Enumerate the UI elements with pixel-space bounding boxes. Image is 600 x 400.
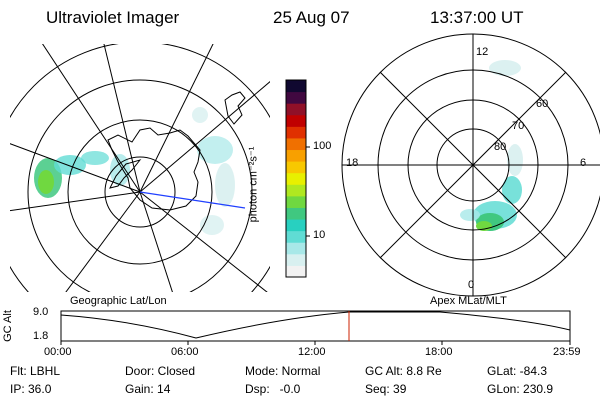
info-seq: Seq: 39 [365, 382, 407, 396]
altitude-curve [60, 311, 571, 339]
colorbar-cell [286, 137, 306, 151]
info-mode: Mode: Normal [245, 364, 321, 378]
colorbar [285, 79, 310, 278]
info-dsp: Dsp: -0.0 [245, 382, 301, 396]
colorbar-cell [286, 184, 306, 197]
magnetic-polar-map [341, 33, 600, 297]
colorbar-cell [286, 126, 306, 139]
info-door: Door: Closed [125, 364, 196, 378]
timeline-xtick-1: 06:00 [171, 346, 199, 358]
right-panel-caption: Apex MLat/MLT [430, 295, 507, 307]
colorbar-cell [286, 195, 306, 208]
altitude-timeline [60, 310, 571, 345]
sun-direction-line [139, 191, 246, 209]
timeline-x-ticks [60, 341, 571, 345]
aurora-left [34, 107, 235, 235]
info-glat: GLat: -84.3 [487, 364, 548, 378]
timeline-xtick-0: 00:00 [44, 346, 72, 358]
mlat-label-60: 60 [536, 98, 549, 110]
info-gain: Gain: 14 [125, 382, 171, 396]
timeline-xtick-2: 12:00 [298, 346, 326, 358]
timeline-ytick-bottom: 1.8 [33, 330, 49, 342]
info-gc-alt: GC Alt: 8.8 Re [365, 364, 442, 378]
timeline-ytick-top: 9.0 [33, 306, 49, 318]
colorbar-label-10: 10 [313, 229, 326, 241]
timeline-xtick-3: 18:00 [425, 346, 453, 358]
info-filter: Flt: LBHL [10, 364, 61, 378]
observation-date: 25 Aug 07 [273, 8, 350, 27]
info-glon: GLon: 230.9 [487, 382, 554, 396]
colorbar-cell [286, 265, 306, 278]
info-ip: IP: 36.0 [10, 382, 52, 396]
colorbar-cell [286, 91, 306, 104]
observation-time: 13:37:00 UT [430, 8, 524, 27]
colorbar-label-100: 100 [313, 140, 332, 152]
colorbar-cell [286, 242, 306, 255]
mlt-label-right: 6 [580, 157, 587, 169]
mlat-label-80: 80 [494, 141, 507, 153]
geographic-map [10, 44, 270, 292]
colorbar-cell [286, 219, 306, 232]
colorbar-cell [286, 207, 306, 220]
colorbar-cell [286, 80, 306, 93]
lat-lon-grid [10, 44, 270, 292]
colorbar-unit-label: photon cm⁻²s⁻¹ [247, 146, 260, 223]
mlat-mlt-grid [341, 33, 600, 297]
app-title: Ultraviolet Imager [46, 8, 180, 27]
mlt-label-bottom: 0 [468, 279, 475, 291]
colorbar-cell [286, 103, 306, 116]
colorbar-cell [286, 172, 306, 185]
mlat-label-70: 70 [512, 120, 525, 132]
mlt-label-top: 12 [476, 46, 489, 58]
mlt-label-left: 18 [346, 157, 359, 169]
timeline-ylabel: GC Alt [1, 310, 14, 342]
colorbar-cell [286, 230, 306, 243]
colorbar-cell [286, 253, 306, 266]
left-panel-caption: Geographic Lat/Lon [70, 295, 167, 307]
colorbar-cell [286, 114, 306, 127]
colorbar-cell [286, 161, 306, 174]
timeline-xtick-4: 23:59 [553, 346, 581, 358]
colorbar-cell [286, 149, 306, 162]
